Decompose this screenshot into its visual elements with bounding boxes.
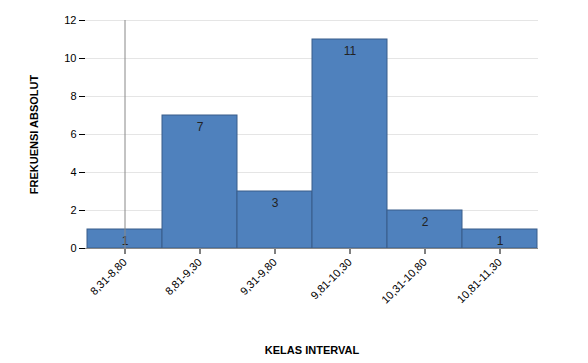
svg-text:10: 10 — [64, 52, 76, 64]
svg-text:0: 0 — [70, 242, 76, 254]
svg-text:2: 2 — [70, 204, 76, 216]
svg-text:FREKUENSI ABSOLUT: FREKUENSI ABSOLUT — [28, 75, 40, 195]
svg-text:12: 12 — [64, 14, 76, 26]
svg-text:8,81-9,30: 8,81-9,30 — [163, 256, 204, 297]
svg-text:3: 3 — [272, 196, 279, 210]
svg-text:11: 11 — [344, 44, 357, 58]
svg-text:6: 6 — [70, 128, 76, 140]
svg-text:8: 8 — [70, 90, 76, 102]
svg-text:2: 2 — [422, 215, 429, 229]
svg-text:10,81-11,30: 10,81-11,30 — [454, 256, 503, 305]
svg-text:1: 1 — [121, 234, 129, 249]
svg-text:8,31-8,80: 8,31-8,80 — [88, 256, 129, 297]
svg-text:1: 1 — [497, 234, 504, 248]
svg-text:10,31-10,80: 10,31-10,80 — [379, 256, 429, 306]
svg-text:7: 7 — [197, 120, 204, 134]
svg-text:KELAS INTERVAL: KELAS INTERVAL — [265, 344, 360, 356]
svg-text:9,81-10,30: 9,81-10,30 — [308, 256, 354, 302]
svg-text:4: 4 — [70, 166, 76, 178]
svg-text:9,31-9,80: 9,31-9,80 — [238, 256, 279, 297]
